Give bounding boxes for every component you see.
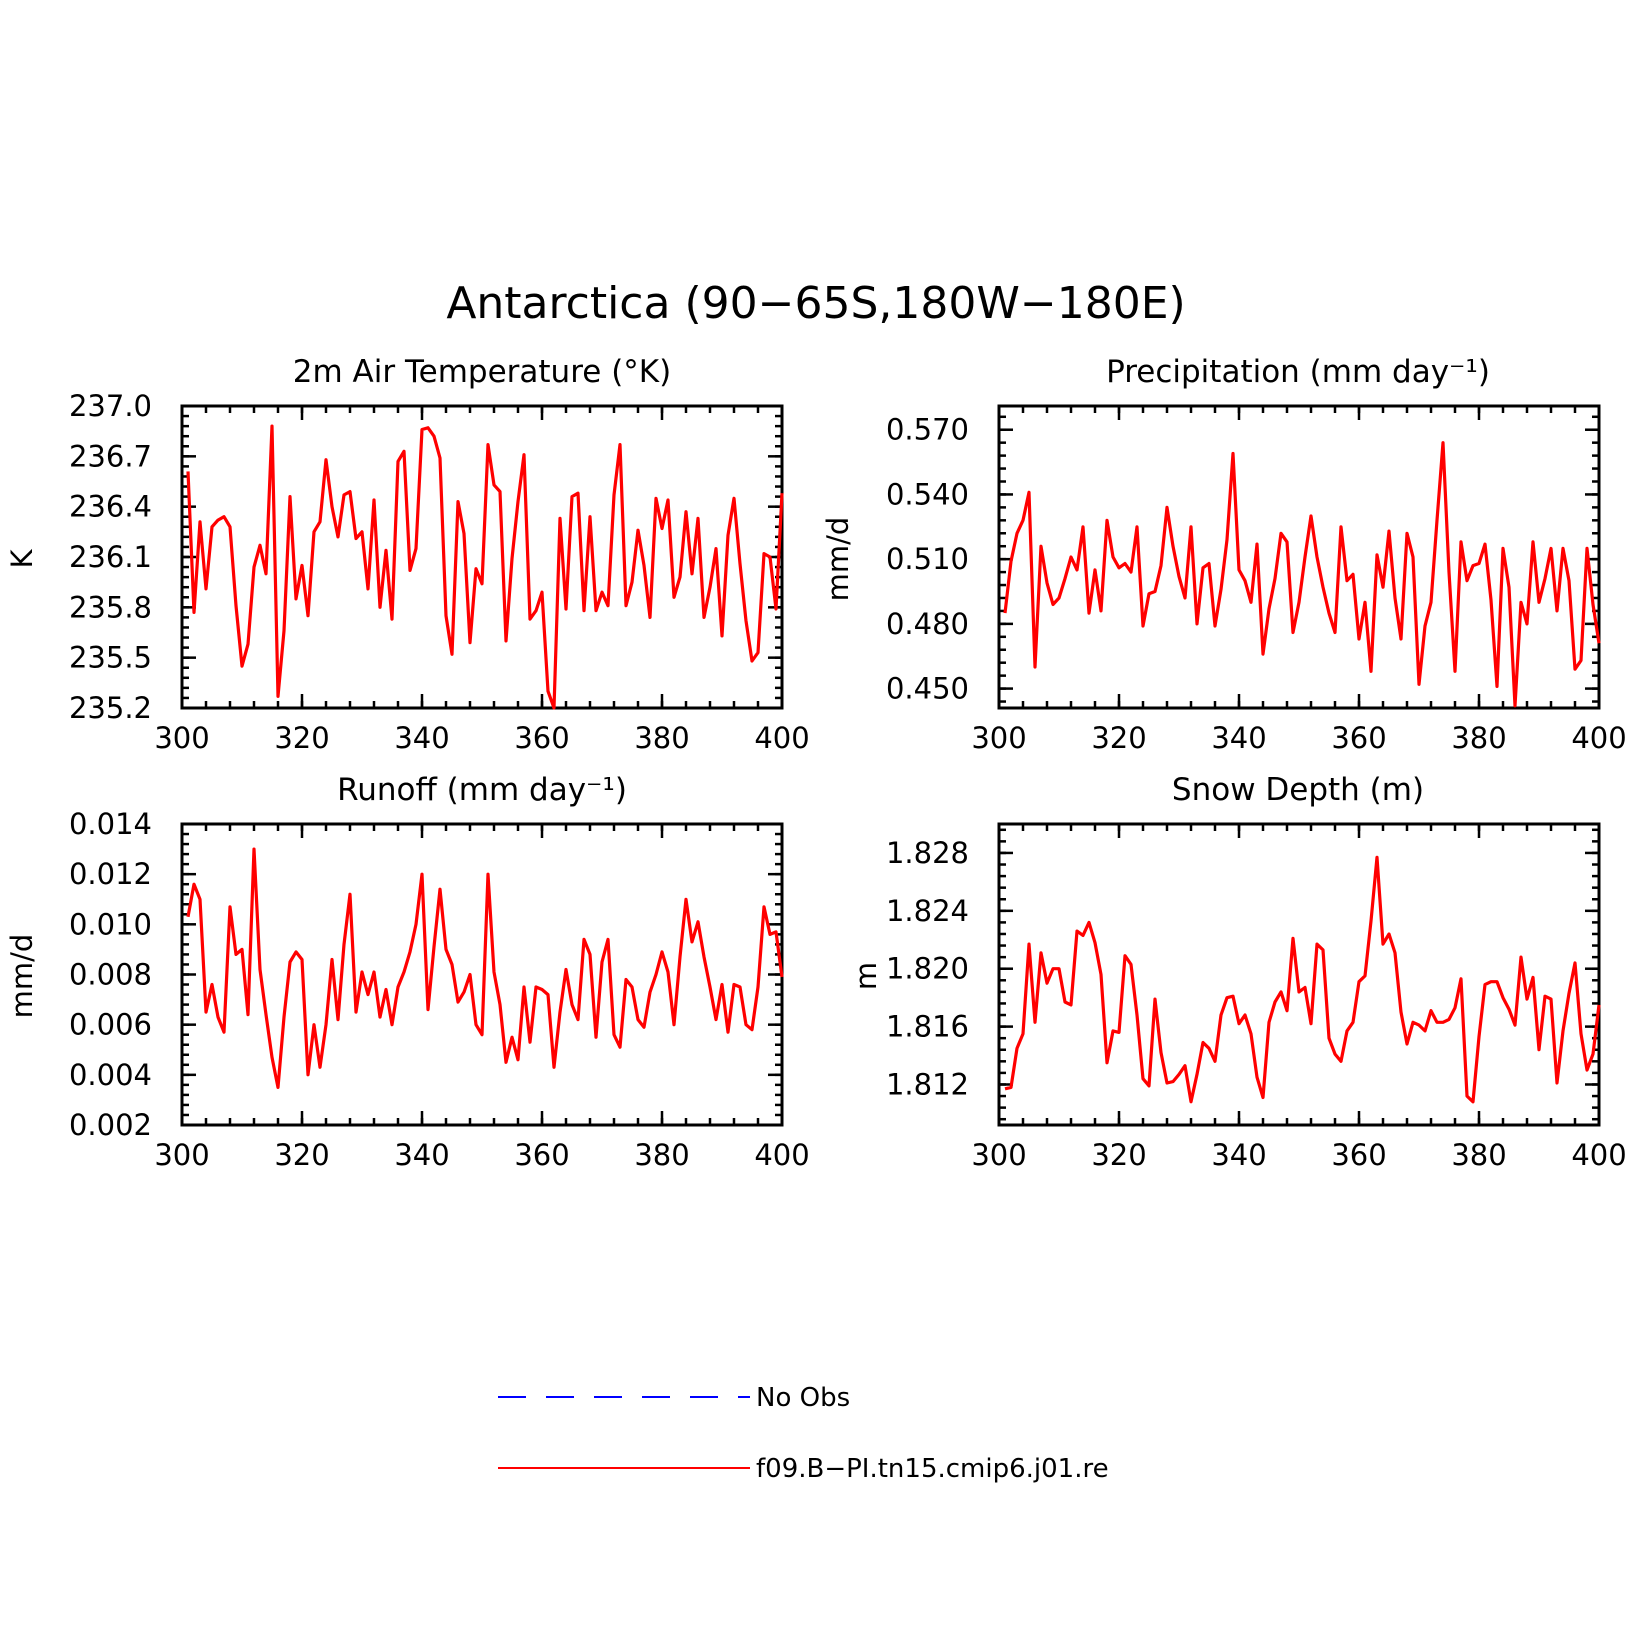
x-tick-label: 360 — [1331, 721, 1386, 755]
x-tick-label: 360 — [514, 1138, 569, 1172]
x-tick-label: 400 — [1571, 1138, 1626, 1172]
panel-runoff: Runoff (mm day⁻¹) mm/d 300 320 340 360 380 40… — [5, 772, 810, 1172]
panel-snow-depth: Snow Depth (m) m 300 320 340 360 380 400 1.812… — [849, 772, 1627, 1172]
x-tick-label: 400 — [754, 721, 809, 755]
plot-frame-runoff — [180, 822, 784, 1127]
series-line-precipitation — [1003, 441, 1601, 708]
x-tick-label: 300 — [154, 721, 209, 755]
x-tick-label: 360 — [514, 721, 569, 755]
x-tick-label: 320 — [274, 721, 329, 755]
x-tick-label: 340 — [1211, 721, 1266, 755]
series-line-air-temperature — [186, 424, 784, 710]
legend-label-no-obs: No Obs — [756, 1383, 850, 1413]
y-tick-label: 0.510 — [886, 542, 969, 576]
series-line-snow-depth — [1004, 855, 1601, 1104]
x-tick-label: 320 — [1091, 1138, 1146, 1172]
y-tick-label: 235.2 — [69, 691, 152, 725]
x-tick-label: 380 — [634, 1138, 689, 1172]
y-tick-label: 1.824 — [886, 894, 969, 928]
x-tick-label: 380 — [1451, 1138, 1506, 1172]
x-tick-label: 300 — [971, 1138, 1026, 1172]
y-tick-label: 0.008 — [69, 958, 152, 992]
x-tick-label: 320 — [274, 1138, 329, 1172]
y-axis-label-snow-depth: m — [849, 962, 883, 990]
y-axis-label-runoff: mm/d — [5, 934, 39, 1019]
figure-title: Antarctica (90−65S,180W−180E) — [446, 278, 1185, 329]
y-tick-label: 1.816 — [886, 1010, 969, 1044]
y-tick-label: 235.8 — [69, 590, 152, 624]
x-tick-label: 340 — [1211, 1138, 1266, 1172]
x-tick-label: 300 — [154, 1138, 209, 1172]
y-tick-label: 1.828 — [886, 836, 969, 870]
y-tick-label: 0.004 — [69, 1058, 152, 1092]
y-tick-label: 0.012 — [69, 857, 152, 891]
y-tick-label: 236.1 — [69, 540, 152, 574]
y-tick-label: 236.4 — [69, 490, 152, 524]
panel-precipitation: Precipitation (mm day⁻¹) mm/d 300 320 340 3… — [821, 354, 1627, 755]
y-tick-label: 1.820 — [886, 952, 969, 986]
y-tick-label: 236.7 — [69, 439, 152, 473]
x-tick-label: 340 — [394, 1138, 449, 1172]
panel-title-snow-depth: Snow Depth (m) — [1172, 772, 1424, 808]
y-tick-label: 0.006 — [69, 1008, 152, 1042]
y-tick-label: 0.480 — [886, 607, 969, 641]
panel-air-temperature: 2m Air Temperature (°K) K 300 320 340 360 38… — [5, 354, 810, 755]
legend-label-model: f09.B−PI.tn15.cmip6.j01.re — [756, 1454, 1109, 1484]
x-tick-label: 320 — [1091, 721, 1146, 755]
panel-title-precipitation: Precipitation (mm day⁻¹) — [1106, 354, 1490, 390]
plot-frame-snow-depth — [997, 822, 1601, 1127]
y-axis-label-precipitation: mm/d — [821, 517, 855, 602]
y-axis-label-air-temperature: K — [5, 549, 39, 569]
y-tick-label: 237.0 — [69, 389, 152, 423]
x-tick-label: 380 — [634, 721, 689, 755]
panel-title-runoff: Runoff (mm day⁻¹) — [337, 772, 627, 808]
panel-title-air-temperature: 2m Air Temperature (°K) — [293, 354, 671, 390]
y-tick-label: 1.812 — [886, 1067, 969, 1101]
x-tick-label: 360 — [1331, 1138, 1386, 1172]
x-tick-label: 380 — [1451, 721, 1506, 755]
x-tick-label: 400 — [1571, 721, 1626, 755]
plot-frame-precipitation — [997, 404, 1601, 710]
y-tick-label: 0.010 — [69, 907, 152, 941]
y-tick-label: 0.450 — [886, 672, 969, 706]
y-tick-label: 0.540 — [886, 477, 969, 511]
y-tick-label: 235.5 — [69, 641, 152, 675]
y-tick-label: 0.570 — [886, 413, 969, 447]
legend: No Obs f09.B−PI.tn15.cmip6.j01.re — [498, 1383, 1109, 1484]
x-tick-label: 400 — [754, 1138, 809, 1172]
x-tick-label: 300 — [971, 721, 1026, 755]
y-tick-label: 0.002 — [69, 1108, 152, 1142]
y-tick-label: 0.014 — [69, 807, 152, 841]
series-line-runoff — [186, 847, 784, 1090]
x-tick-label: 340 — [394, 721, 449, 755]
